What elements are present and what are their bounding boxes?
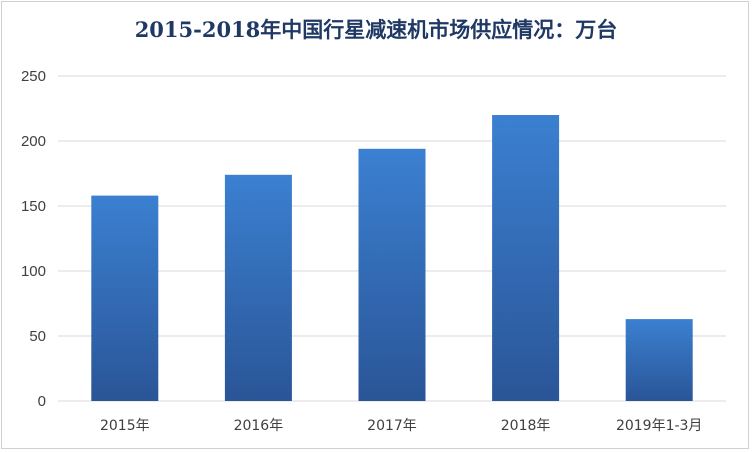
x-tick-label: 2015年	[100, 418, 150, 434]
y-tick-label: 250	[21, 68, 46, 85]
y-tick-label: 200	[21, 133, 46, 150]
x-tick-label: 2017年	[367, 418, 417, 434]
y-tick-label: 50	[29, 328, 46, 345]
bar	[492, 115, 560, 401]
chart-title: 2015-2018年中国行星减速机市场供应情况：万台	[134, 17, 618, 42]
bar	[91, 195, 159, 401]
x-tick-label: 2019年1-3月	[616, 418, 703, 434]
y-tick-label: 100	[21, 263, 46, 280]
x-axis-ticks: 2015年 2016年 2017年 2018年 2019年1-3月	[100, 418, 702, 434]
bar	[224, 174, 292, 401]
y-tick-label: 0	[38, 393, 46, 410]
y-axis-ticks: 0 50 100 150 200 250	[21, 68, 46, 410]
bar	[358, 148, 426, 401]
x-tick-label: 2016年	[234, 418, 284, 434]
y-tick-label: 150	[21, 198, 46, 215]
x-tick-label: 2018年	[501, 418, 551, 434]
bar	[625, 319, 693, 401]
bars	[91, 115, 693, 401]
